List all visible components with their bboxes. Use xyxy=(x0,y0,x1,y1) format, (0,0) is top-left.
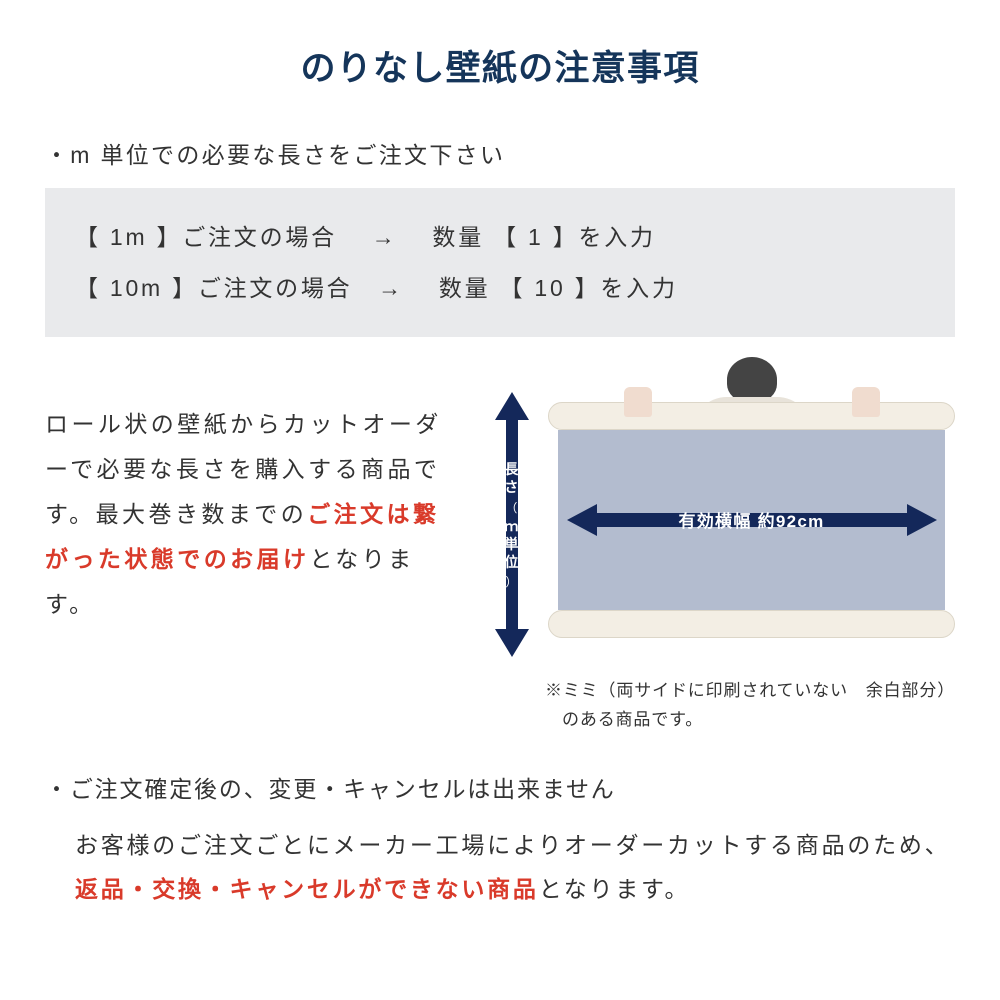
length-arrow-icon: 長 さ （ ｍ 単 位 ） xyxy=(485,392,540,657)
hand-right-icon xyxy=(852,387,880,417)
svg-text:ｍ: ｍ xyxy=(504,518,519,534)
example-row-2: 【 10m 】ご注文の場合 → 数量 【 10 】を入力 xyxy=(75,263,925,314)
roll-bottom xyxy=(548,610,955,638)
svg-text:長: 長 xyxy=(504,461,519,477)
no-cancel-body: お客様のご注文ごとにメーカー工場によりオーダーカットする商品のため、返品・交換・… xyxy=(45,824,955,911)
body-part1: お客様のご注文ごとにメーカー工場によりオーダーカットする商品のため、 xyxy=(75,832,950,858)
example-row-1: 【 1m 】ご注文の場合 → 数量 【 1 】を入力 xyxy=(75,212,925,263)
svg-text:）: ） xyxy=(505,575,518,589)
body-part2-red: 返品・交換・キャンセルができない商品 xyxy=(75,876,539,902)
body-part3: となります。 xyxy=(539,876,691,902)
order-example-box: 【 1m 】ご注文の場合 → 数量 【 1 】を入力 【 10m 】ご注文の場合… xyxy=(45,188,955,337)
hand-left-icon xyxy=(624,387,652,417)
wallpaper-sheet: 有効横幅 約92cm xyxy=(558,430,945,610)
middle-section: ロール状の壁紙からカットオーダーで必要な長さを購入する商品です。最大巻き数までの… xyxy=(45,367,955,735)
svg-text:単: 単 xyxy=(504,536,519,552)
width-label: 有効横幅 約92cm xyxy=(678,507,824,532)
roll-description: ロール状の壁紙からカットオーダーで必要な長さを購入する商品です。最大巻き数までの… xyxy=(45,367,465,735)
roll-illustration: 有効横幅 約92cm xyxy=(548,387,955,638)
svg-text:（: （ xyxy=(505,501,518,515)
roll-diagram: 長 さ （ ｍ 単 位 ） xyxy=(485,367,955,735)
vertical-arrow: 長 さ （ ｍ 単 位 ） xyxy=(485,367,540,657)
svg-text:位: 位 xyxy=(504,554,519,570)
svg-text:さ: さ xyxy=(504,479,519,495)
page-title: のりなし壁紙の注意事項 xyxy=(45,40,955,91)
mimi-note: ※ミミ（両サイドに印刷されていない 余白部分）のある商品です。 xyxy=(502,677,955,735)
bullet-no-cancel: ・ご注文確定後の、変更・キャンセルは出来ません xyxy=(45,770,955,804)
bullet-order-unit: ・m 単位での必要な長さをご注文下さい xyxy=(45,136,955,170)
